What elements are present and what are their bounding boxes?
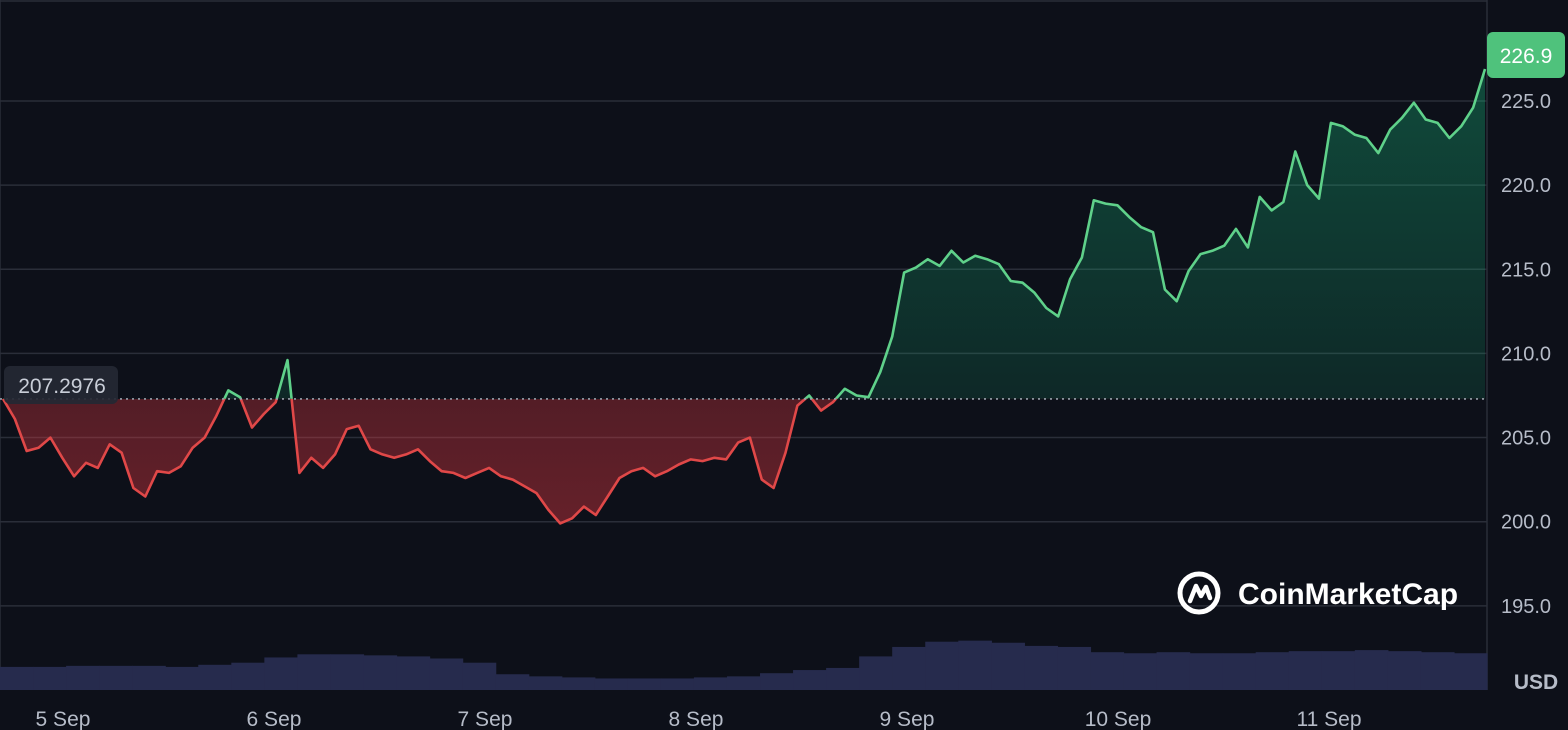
y-tick-label: 200.0 (1501, 512, 1551, 534)
volume-bar (859, 656, 893, 690)
price-area (3, 69, 1485, 524)
y-tick-label: 195.0 (1501, 596, 1551, 618)
x-tick-label: 10 Sep (1085, 708, 1152, 730)
volume-bar (991, 642, 1025, 690)
series-line-up (3, 68, 1487, 399)
volume-bar (429, 658, 464, 690)
x-tick-label: 9 Sep (880, 708, 935, 730)
last-price-label: 226.9 (1487, 32, 1565, 78)
volume-bar (1387, 651, 1422, 690)
last-price-label-text: 226.9 (1500, 45, 1553, 68)
volume-bar (99, 665, 133, 690)
y-tick-label: 205.0 (1501, 428, 1551, 450)
volume-bar (1189, 653, 1224, 690)
y-axis: 195.0 200.0 205.0 210.0 215.0 220.0 225.0 (1501, 91, 1551, 618)
series-line-down (1, 398, 838, 525)
volume-bar (1288, 651, 1323, 690)
volume-bar (1420, 652, 1455, 690)
area-below-baseline (3, 398, 1485, 524)
volume-bar (726, 676, 761, 690)
volume-bar (462, 662, 497, 690)
price-line (1, 68, 1487, 525)
base-price-label-text: 207.2976 (18, 375, 106, 398)
y-tick-label: 215.0 (1501, 259, 1551, 281)
volume-bar (132, 665, 166, 690)
x-tick-label: 11 Sep (1297, 708, 1362, 730)
y-tick-label: 225.0 (1501, 91, 1551, 113)
volume-bar (1321, 651, 1356, 690)
volume-bar (297, 654, 332, 690)
coinmarketcap-logo-icon (1177, 571, 1221, 615)
volume-bar (231, 662, 265, 690)
volume-bar (1024, 645, 1059, 690)
volume-bar (330, 654, 365, 690)
volume-bar (594, 678, 629, 690)
last-price-label-bg (1487, 32, 1565, 78)
volume-bar (264, 657, 298, 690)
volume-bar (892, 646, 926, 690)
volume-bars (0, 640, 1488, 690)
x-tick-label: 5 Sep (36, 708, 91, 730)
volume-bar (528, 676, 563, 690)
volume-bar (396, 656, 431, 690)
brand-name: CoinMarketCap (1238, 578, 1458, 611)
volume-bar (693, 677, 728, 690)
volume-bar (1123, 653, 1158, 690)
volume-bar (925, 641, 959, 690)
volume-bar (66, 665, 100, 690)
volume-bar (1222, 653, 1257, 690)
volume-bar (363, 655, 398, 690)
x-tick-label: 6 Sep (247, 708, 302, 730)
area-above-baseline (224, 69, 1485, 399)
volume-bar (1156, 652, 1191, 690)
volume-bar (1453, 653, 1488, 690)
volume-bar (1354, 650, 1389, 690)
volume-bar (1255, 652, 1290, 690)
volume-bar (165, 666, 199, 690)
x-tick-label: 8 Sep (669, 708, 724, 730)
volume-bar (198, 664, 232, 690)
y-tick-label: 220.0 (1501, 175, 1551, 197)
unit-label: USD (1514, 671, 1558, 694)
y-tick-label: 210.0 (1501, 343, 1551, 365)
x-axis: 5 Sep 6 Sep 7 Sep 8 Sep 9 Sep 10 Sep 11 Sep (36, 708, 1362, 730)
grid-lines (0, 0, 1488, 690)
volume-bar (1090, 652, 1125, 690)
volume-bar (793, 670, 827, 690)
volume-bar (0, 666, 34, 690)
base-price-label-bg (4, 366, 118, 404)
volume-bar (495, 674, 530, 690)
watermark: CoinMarketCap (1177, 571, 1458, 615)
volume-bar (826, 667, 860, 690)
volume-bar (561, 677, 596, 690)
volume-bar (627, 678, 662, 690)
volume-bar (660, 678, 695, 690)
volume-bar (33, 666, 67, 690)
x-tick-label: 7 Sep (458, 708, 513, 730)
base-price-label: 207.2976 (4, 366, 118, 404)
volume-bar (1057, 646, 1092, 690)
volume-bar (958, 640, 992, 690)
volume-bar (760, 673, 794, 690)
